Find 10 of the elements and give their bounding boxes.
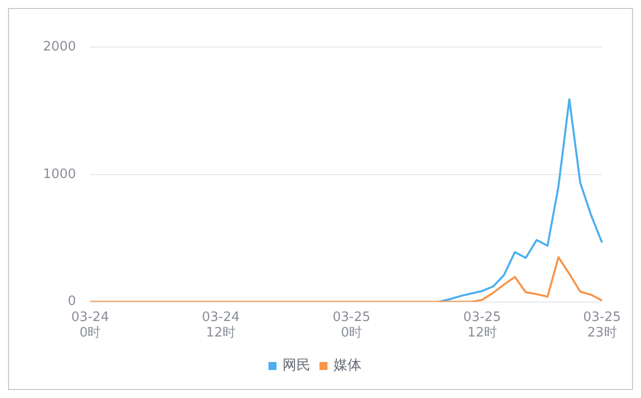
y-tick-label: 2000: [42, 39, 76, 54]
legend-label: 网民: [282, 358, 310, 374]
x-tick-label: 03-24 12时: [202, 310, 240, 341]
x-tick-label: 03-24 0时: [71, 310, 109, 341]
x-tick-label: 03-25 0时: [332, 310, 370, 341]
y-tick-label: 1000: [42, 166, 76, 182]
x-tick-label: 03-25 12时: [463, 310, 502, 341]
x-tick-label: 03-25 23时: [583, 310, 621, 341]
legend-label: 媒体: [334, 358, 362, 374]
y-tick-label: 0: [68, 294, 76, 310]
